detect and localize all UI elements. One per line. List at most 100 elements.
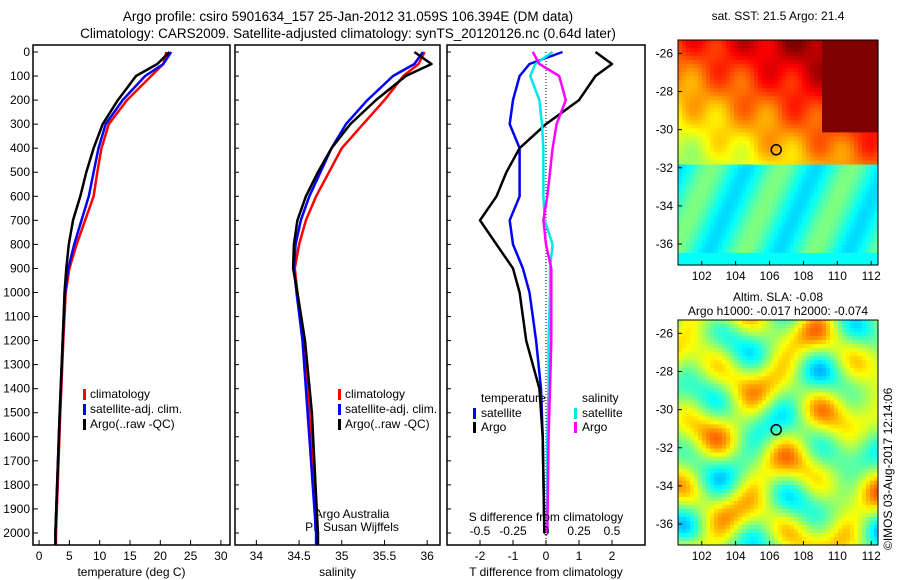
map-cell — [758, 416, 763, 422]
map-cell — [766, 540, 771, 546]
map-cell — [702, 208, 707, 214]
map-cell — [714, 96, 719, 101]
map-cell — [682, 508, 687, 514]
map-cell — [810, 484, 815, 490]
map-cell — [794, 156, 799, 162]
map-cell — [746, 100, 751, 105]
map-cell — [870, 104, 875, 109]
map-cell — [842, 104, 847, 109]
map-cell — [806, 180, 811, 186]
map-cell — [698, 400, 703, 405]
map-cell — [802, 456, 807, 462]
map-cell — [678, 536, 683, 542]
map-cell — [746, 40, 751, 45]
map-cell — [786, 188, 791, 194]
map-cell — [806, 476, 811, 482]
map-cell — [710, 476, 715, 482]
map-cell — [802, 132, 807, 138]
map-cell — [782, 460, 787, 466]
map-cell — [718, 328, 723, 333]
map-cell — [830, 96, 835, 101]
map-cell — [790, 488, 795, 494]
map-cell — [682, 192, 687, 198]
map-cell — [702, 152, 707, 158]
map-cell — [698, 404, 703, 409]
map-cell — [814, 100, 819, 105]
map-cell — [786, 412, 791, 418]
map-cell — [846, 96, 851, 101]
map-cell — [794, 528, 799, 534]
map-cell — [834, 64, 839, 69]
map-cell — [710, 464, 715, 470]
map-cell — [698, 188, 703, 194]
map-cell — [822, 44, 827, 49]
map-cell — [762, 60, 767, 65]
map-cell — [706, 252, 711, 258]
map-cell — [718, 424, 723, 430]
map-cell — [866, 124, 871, 129]
map-cell — [686, 236, 691, 242]
map-cell — [742, 236, 747, 242]
map-cell — [714, 256, 719, 262]
map-cell — [826, 200, 831, 206]
map-cell — [726, 128, 731, 134]
map-cell — [846, 172, 851, 178]
map-cell — [766, 96, 771, 101]
map-cell — [818, 404, 823, 409]
map-cell — [742, 52, 747, 57]
map-cell — [682, 88, 687, 93]
map-cell — [750, 352, 755, 357]
map-cell — [822, 200, 827, 206]
map-cell — [710, 220, 715, 226]
map-cell — [790, 232, 795, 238]
map-cell — [746, 156, 751, 162]
map-cell — [698, 72, 703, 77]
map-cell — [682, 68, 687, 73]
map-cell — [702, 432, 707, 438]
map-cell — [766, 528, 771, 534]
map-cell — [762, 528, 767, 534]
map-cell — [694, 136, 699, 142]
map-cell — [706, 104, 711, 109]
map-cell — [774, 176, 779, 182]
map-cell — [774, 472, 779, 478]
map-cell — [822, 104, 827, 109]
map-cell — [714, 340, 719, 345]
map-cell — [854, 72, 859, 77]
map-cell — [686, 404, 691, 409]
map-cell — [754, 104, 759, 109]
map-cell — [742, 260, 747, 266]
map-cell — [754, 476, 759, 482]
map-cell — [774, 332, 779, 337]
map-cell — [678, 516, 683, 522]
map-cell — [870, 76, 875, 81]
map-cell — [686, 168, 691, 174]
map-cell — [854, 104, 859, 109]
map-cell — [758, 40, 763, 45]
map-cell — [802, 108, 807, 113]
map-cell — [714, 404, 719, 409]
x-tick-label: 0 — [543, 549, 550, 563]
map-cell — [778, 160, 783, 166]
map-cell — [726, 412, 731, 418]
map-cell — [742, 436, 747, 442]
map-cell — [786, 220, 791, 226]
map-cell — [702, 76, 707, 81]
map-cell — [686, 124, 691, 129]
map-cell — [790, 180, 795, 186]
map-cell — [714, 472, 719, 478]
map-cell — [694, 120, 699, 125]
map-cell — [814, 528, 819, 534]
map-cell — [786, 152, 791, 158]
map-cell — [734, 532, 739, 538]
map-cell — [786, 156, 791, 162]
map-cell — [726, 184, 731, 190]
map-cell — [706, 540, 711, 546]
map-cell — [754, 320, 759, 325]
map-cell — [742, 516, 747, 522]
map-cell — [758, 468, 763, 474]
map-cell — [698, 424, 703, 430]
map-cell — [870, 148, 875, 154]
map-cell — [690, 328, 695, 333]
map-cell — [746, 468, 751, 474]
